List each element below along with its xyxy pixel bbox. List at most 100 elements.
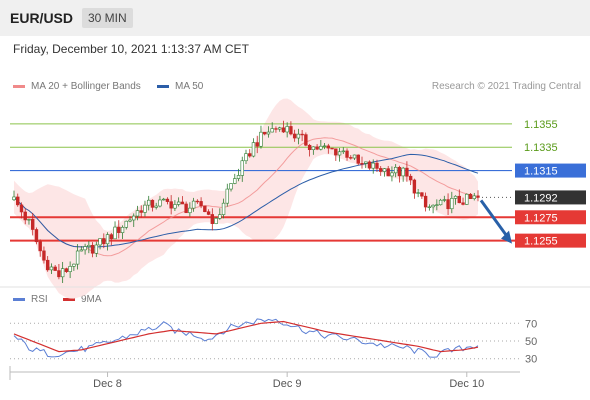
candle — [375, 159, 379, 172]
x-tick-label-0: Dec 8 — [93, 378, 122, 390]
candle-body — [285, 126, 289, 133]
candle-body — [270, 128, 274, 133]
candle-body — [12, 196, 16, 201]
rsi-level-label-2: 30 — [525, 354, 537, 366]
candle-body — [292, 133, 297, 139]
candle — [248, 149, 252, 158]
candle — [465, 193, 469, 205]
candle-body — [38, 241, 42, 252]
candle — [364, 161, 368, 169]
candle-body — [322, 145, 327, 147]
level-label-box-2 — [515, 163, 586, 178]
candle — [105, 232, 110, 251]
candle — [393, 164, 398, 178]
candle-body — [345, 150, 349, 158]
candle — [263, 131, 267, 136]
candle — [218, 208, 222, 220]
candle-body — [236, 175, 241, 179]
candle-body — [446, 199, 450, 210]
legend-rsi-label: RSI — [31, 294, 48, 305]
candle — [255, 135, 259, 154]
candle — [292, 129, 297, 142]
candle-body — [158, 199, 162, 207]
candle-body — [206, 211, 211, 215]
candle — [176, 197, 181, 207]
candle-body — [64, 268, 69, 272]
candle-body — [412, 179, 417, 194]
candle-body — [453, 195, 458, 199]
candle-body — [218, 214, 222, 219]
candle — [277, 126, 282, 132]
candle-body — [450, 198, 454, 210]
candle-body — [263, 131, 267, 135]
level-label-text-0: 1.1355 — [524, 119, 558, 131]
candle — [113, 221, 117, 240]
candle — [79, 246, 84, 252]
legend-ma20-label: MA 20 + Bollinger Bands — [31, 81, 141, 92]
candle-body — [281, 127, 286, 133]
candle — [285, 122, 289, 138]
candle-body — [244, 153, 248, 162]
candle — [139, 205, 143, 218]
candle-body — [113, 226, 117, 240]
level-label-0: 1.1355 — [524, 119, 558, 131]
candle — [68, 261, 72, 279]
candle — [435, 199, 439, 211]
candle-body — [315, 146, 319, 150]
candle-body — [184, 203, 188, 214]
candle-body — [60, 268, 65, 278]
candle-body — [461, 202, 465, 205]
candle — [128, 216, 132, 223]
candle — [296, 128, 301, 145]
x-tick-label-2: Dec 10 — [449, 378, 484, 390]
candle-body — [438, 199, 443, 206]
candle-body — [72, 263, 76, 267]
candle — [53, 265, 57, 271]
candle — [341, 147, 345, 155]
candle — [408, 173, 413, 186]
level-label-text-4: 1.1275 — [524, 212, 558, 224]
legend-ma20: MA 20 + Bollinger Bands — [13, 81, 141, 92]
candle-body — [408, 175, 413, 181]
candle — [468, 193, 473, 200]
candle-body — [34, 229, 39, 243]
candle — [259, 125, 263, 149]
candle — [191, 197, 196, 212]
candle-body — [23, 211, 27, 221]
candle-body — [337, 151, 342, 156]
candle-body — [225, 188, 229, 204]
candle — [203, 205, 207, 213]
candle — [60, 261, 65, 283]
timeframe-badge[interactable]: 30 MIN — [82, 8, 133, 28]
rsi-level-label-1: 50 — [525, 336, 537, 348]
candle-body — [472, 195, 476, 199]
candle-body — [154, 205, 158, 208]
candle — [225, 183, 229, 207]
candle-body — [19, 204, 24, 213]
level-label-box-5 — [515, 233, 586, 248]
candle-body — [173, 204, 177, 209]
candle — [169, 195, 173, 215]
candle-body — [102, 238, 106, 245]
candle — [12, 190, 16, 201]
projection-arrow-head — [501, 230, 512, 244]
candle-body — [79, 249, 84, 252]
candle — [330, 147, 334, 150]
candle-body — [203, 205, 207, 213]
candle — [135, 205, 140, 221]
candle-body — [124, 220, 128, 228]
candle — [132, 213, 136, 227]
candle — [210, 208, 215, 231]
candle-body — [132, 215, 136, 221]
candle-body — [367, 161, 372, 169]
candle-body — [476, 195, 480, 198]
candle — [98, 238, 102, 250]
ma9-swatch — [63, 297, 75, 301]
legend-ma50-label: MA 50 — [175, 81, 204, 92]
candle-body — [356, 154, 360, 164]
candle-body — [360, 163, 364, 165]
candle — [16, 193, 20, 207]
level-label-text-1: 1.1335 — [524, 142, 558, 154]
candle-body — [457, 195, 461, 204]
